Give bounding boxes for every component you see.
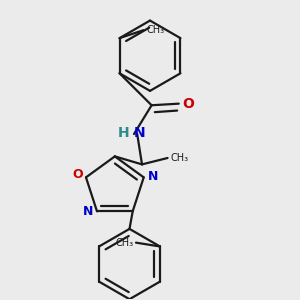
Text: H: H [118, 126, 129, 140]
Text: CH₃: CH₃ [170, 153, 188, 163]
Text: N: N [83, 206, 93, 218]
Text: CH₃: CH₃ [146, 25, 164, 35]
Text: O: O [72, 168, 83, 181]
Text: N: N [134, 126, 146, 140]
Text: CH₃: CH₃ [115, 238, 134, 248]
Text: N: N [148, 170, 158, 183]
Text: O: O [183, 97, 194, 111]
